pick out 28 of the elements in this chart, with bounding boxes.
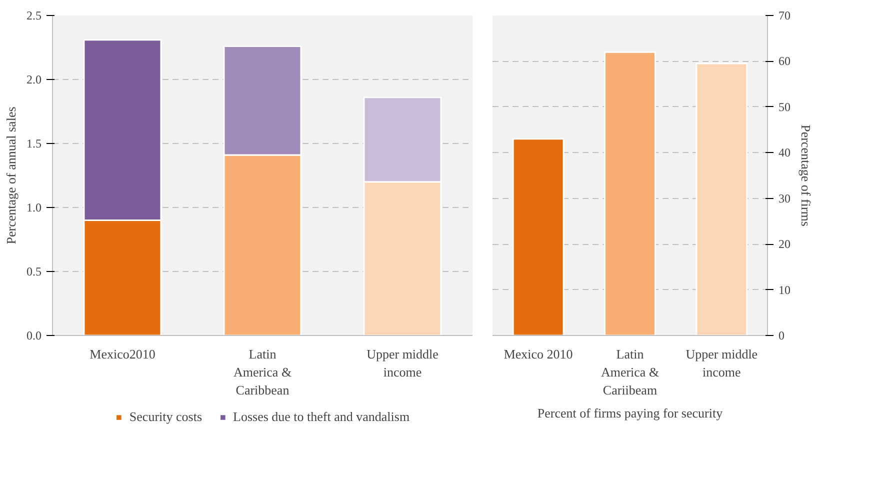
legend-label: Losses due to theft and vandalism bbox=[233, 409, 410, 425]
y2-tick-label: 20 bbox=[778, 237, 790, 252]
y-axis-title: Percentage of annual sales bbox=[4, 106, 18, 244]
legend-label: Security costs bbox=[129, 409, 202, 425]
y2-tick-label: 10 bbox=[778, 282, 790, 297]
y-tick-label: 0.0 bbox=[26, 328, 42, 342]
y-tick-label: 0.5 bbox=[26, 264, 42, 278]
bar bbox=[512, 138, 564, 336]
x-axis-title: Percent of firms paying for security bbox=[537, 406, 724, 420]
x-tick-label: Upper middle income bbox=[366, 346, 439, 380]
y2-axis-title: Percentage of firms bbox=[798, 124, 814, 226]
x-tick-label: Latin America & Caribbean bbox=[233, 346, 292, 398]
x-tick-label: Mexico2010 bbox=[90, 346, 156, 362]
y2-tick-label: 60 bbox=[778, 54, 790, 68]
bar bbox=[604, 51, 656, 336]
x-tick-label: Latin America & Cariibeam bbox=[600, 346, 660, 398]
y-tick-label: 1.5 bbox=[26, 136, 42, 150]
x-tick-label: Upper middle income bbox=[686, 346, 758, 380]
bar bbox=[696, 62, 748, 336]
x-tick-label: Mexico 2010 bbox=[504, 346, 573, 362]
y2-tick-label: 50 bbox=[778, 100, 790, 114]
y2-tick-label: 0 bbox=[778, 328, 784, 342]
y-tick-label: 2.0 bbox=[26, 72, 42, 86]
y2-tick-label: 70 bbox=[778, 8, 790, 22]
y2-tick-label: 40 bbox=[778, 146, 790, 160]
y-tick-label: 2.5 bbox=[26, 8, 42, 22]
y-tick-label: 1.0 bbox=[26, 200, 42, 214]
y2-tick-label: 30 bbox=[778, 191, 790, 206]
